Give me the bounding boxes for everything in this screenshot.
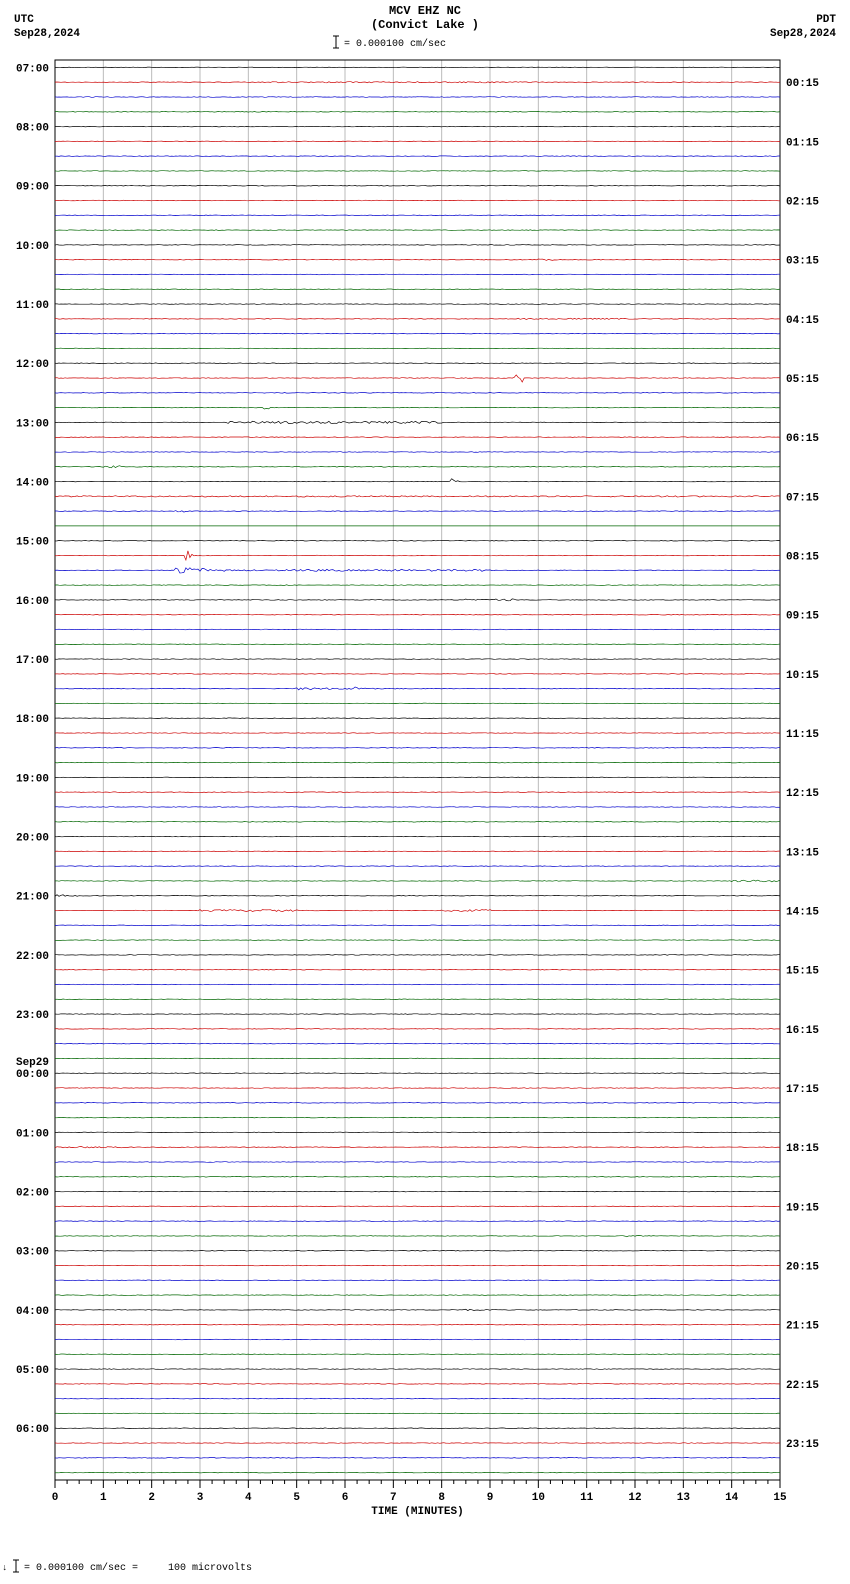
footer-microvolts: 100 microvolts [168, 1562, 252, 1574]
x-tick-label: 5 [293, 1492, 300, 1504]
trace-line [55, 230, 780, 231]
trace-line [55, 1354, 780, 1355]
left-time-label: 18:00 [16, 714, 49, 726]
left-time-label: 22:00 [16, 951, 49, 963]
right-time-label: 13:15 [786, 847, 819, 859]
x-tick-label: 12 [628, 1492, 641, 1504]
left-time-label: 08:00 [16, 123, 49, 135]
left-time-label: 19:00 [16, 773, 49, 785]
x-axis-label: TIME (MINUTES) [371, 1506, 463, 1518]
footer-scale-label: = 0.000100 cm/sec = [24, 1562, 138, 1574]
trace-line [55, 984, 780, 985]
station-location: (Convict Lake ) [371, 18, 479, 32]
x-tick-label: 7 [390, 1492, 397, 1504]
trace-line [55, 156, 780, 157]
right-time-label: 14:15 [786, 907, 819, 919]
trace-line [55, 112, 780, 113]
left-time-label: 12:00 [16, 359, 49, 371]
right-time-label: 01:15 [786, 137, 819, 149]
footer-prefix-icon: ↓ [2, 1563, 7, 1573]
trace-line [55, 1029, 780, 1030]
left-time-label: 13:00 [16, 418, 49, 430]
right-time-label: 08:15 [786, 552, 819, 564]
right-time-label: 15:15 [786, 966, 819, 978]
left-time-label: 05:00 [16, 1365, 49, 1377]
trace-line [55, 437, 780, 438]
left-time-label: 03:00 [16, 1247, 49, 1259]
right-tz: PDT [816, 14, 836, 26]
right-time-label: 11:15 [786, 729, 819, 741]
right-time-label: 21:15 [786, 1321, 819, 1333]
left-time-label: 06:00 [16, 1424, 49, 1436]
right-time-label: 06:15 [786, 433, 819, 445]
x-tick-label: 10 [532, 1492, 545, 1504]
x-tick-label: 14 [725, 1492, 739, 1504]
right-time-label: 12:15 [786, 788, 819, 800]
x-tick-label: 9 [487, 1492, 494, 1504]
trace-line [55, 363, 780, 364]
right-time-label: 18:15 [786, 1143, 819, 1155]
left-date: Sep28,2024 [14, 28, 80, 40]
seismogram-chart: MCV EHZ NC(Convict Lake ) = 0.000100 cm/s… [0, 0, 850, 1584]
right-time-label: 03:15 [786, 256, 819, 268]
right-time-label: 07:15 [786, 492, 819, 504]
x-tick-label: 13 [677, 1492, 691, 1504]
x-tick-label: 2 [148, 1492, 155, 1504]
left-time-label: 02:00 [16, 1188, 49, 1200]
x-tick-label: 6 [342, 1492, 349, 1504]
x-tick-label: 3 [197, 1492, 204, 1504]
right-time-label: 16:15 [786, 1025, 819, 1037]
left-time-label: 14:00 [16, 478, 49, 490]
left-date-prefix: Sep29 [16, 1057, 49, 1069]
x-tick-label: 4 [245, 1492, 252, 1504]
left-time-label: 21:00 [16, 892, 49, 904]
station-title: MCV EHZ NC [389, 4, 461, 18]
x-tick-label: 0 [52, 1492, 59, 1504]
right-time-label: 19:15 [786, 1202, 819, 1214]
left-time-label: 16:00 [16, 596, 49, 608]
left-time-label: 00:00 [16, 1069, 49, 1081]
right-time-label: 10:15 [786, 670, 819, 682]
right-time-label: 00:15 [786, 78, 819, 90]
right-time-label: 22:15 [786, 1380, 819, 1392]
left-time-label: 11:00 [16, 300, 49, 312]
left-time-label: 09:00 [16, 182, 49, 194]
right-time-label: 02:15 [786, 197, 819, 209]
x-tick-label: 11 [580, 1492, 594, 1504]
x-tick-label: 15 [773, 1492, 787, 1504]
left-time-label: 04:00 [16, 1306, 49, 1318]
right-time-label: 23:15 [786, 1439, 819, 1451]
left-time-label: 01:00 [16, 1128, 49, 1140]
left-tz: UTC [14, 14, 34, 26]
right-time-label: 17:15 [786, 1084, 819, 1096]
left-time-label: 10:00 [16, 241, 49, 253]
right-time-label: 05:15 [786, 374, 819, 386]
header-scale-label: = 0.000100 cm/sec [344, 38, 446, 50]
x-tick-label: 1 [100, 1492, 107, 1504]
right-time-label: 09:15 [786, 611, 819, 623]
left-time-label: 23:00 [16, 1010, 49, 1022]
x-tick-label: 8 [438, 1492, 445, 1504]
left-time-label: 20:00 [16, 833, 49, 845]
right-date: Sep28,2024 [770, 28, 836, 40]
right-time-label: 20:15 [786, 1262, 819, 1274]
right-time-label: 04:15 [786, 315, 819, 327]
left-time-label: 07:00 [16, 63, 49, 75]
left-time-label: 15:00 [16, 537, 49, 549]
left-time-label: 17:00 [16, 655, 49, 667]
